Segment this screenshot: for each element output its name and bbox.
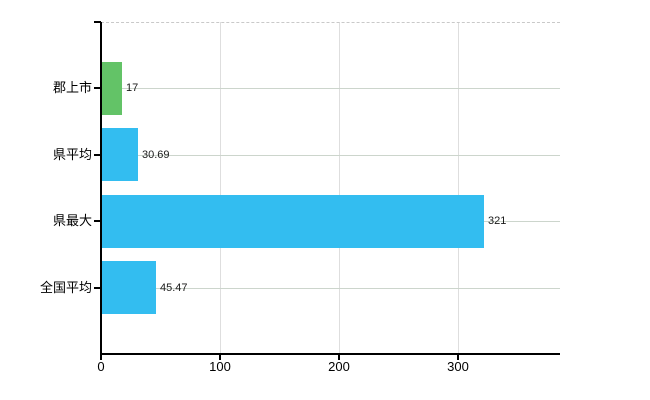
gridline-vertical bbox=[220, 22, 221, 354]
plot-area bbox=[101, 22, 560, 354]
y-axis-tick bbox=[94, 154, 101, 156]
x-axis bbox=[100, 353, 560, 355]
bar bbox=[102, 261, 156, 314]
bar-value-label: 30.69 bbox=[142, 149, 170, 161]
gridline-vertical bbox=[339, 22, 340, 354]
gridline-horizontal bbox=[101, 155, 560, 156]
y-axis bbox=[100, 22, 102, 355]
x-tick-label: 200 bbox=[328, 359, 350, 374]
x-axis-tick bbox=[338, 354, 340, 360]
x-tick-label: 0 bbox=[97, 359, 105, 374]
gridline-vertical bbox=[458, 22, 459, 354]
category-label: 郡上市 bbox=[52, 80, 92, 95]
x-axis-tick bbox=[219, 354, 221, 360]
bar-value-label: 45.47 bbox=[160, 282, 188, 294]
plot-top-border bbox=[101, 22, 560, 23]
bar-value-label: 17 bbox=[126, 82, 139, 94]
x-axis-tick bbox=[100, 354, 102, 360]
x-axis-tick bbox=[457, 354, 459, 360]
y-axis-end-tick bbox=[94, 21, 101, 23]
bar bbox=[102, 62, 122, 115]
gridline-horizontal bbox=[101, 288, 560, 289]
bar-value-label: 321 bbox=[488, 215, 507, 227]
category-label: 全国平均 bbox=[39, 280, 92, 295]
y-axis-tick bbox=[94, 220, 101, 222]
x-tick-label: 100 bbox=[209, 359, 231, 374]
category-label: 県平均 bbox=[52, 147, 92, 162]
bar bbox=[102, 128, 138, 181]
gridline-horizontal bbox=[101, 88, 560, 89]
y-axis-tick bbox=[94, 287, 101, 289]
bar bbox=[102, 195, 484, 248]
x-tick-label: 300 bbox=[447, 359, 469, 374]
y-axis-tick bbox=[94, 87, 101, 89]
category-label: 県最大 bbox=[52, 213, 92, 228]
